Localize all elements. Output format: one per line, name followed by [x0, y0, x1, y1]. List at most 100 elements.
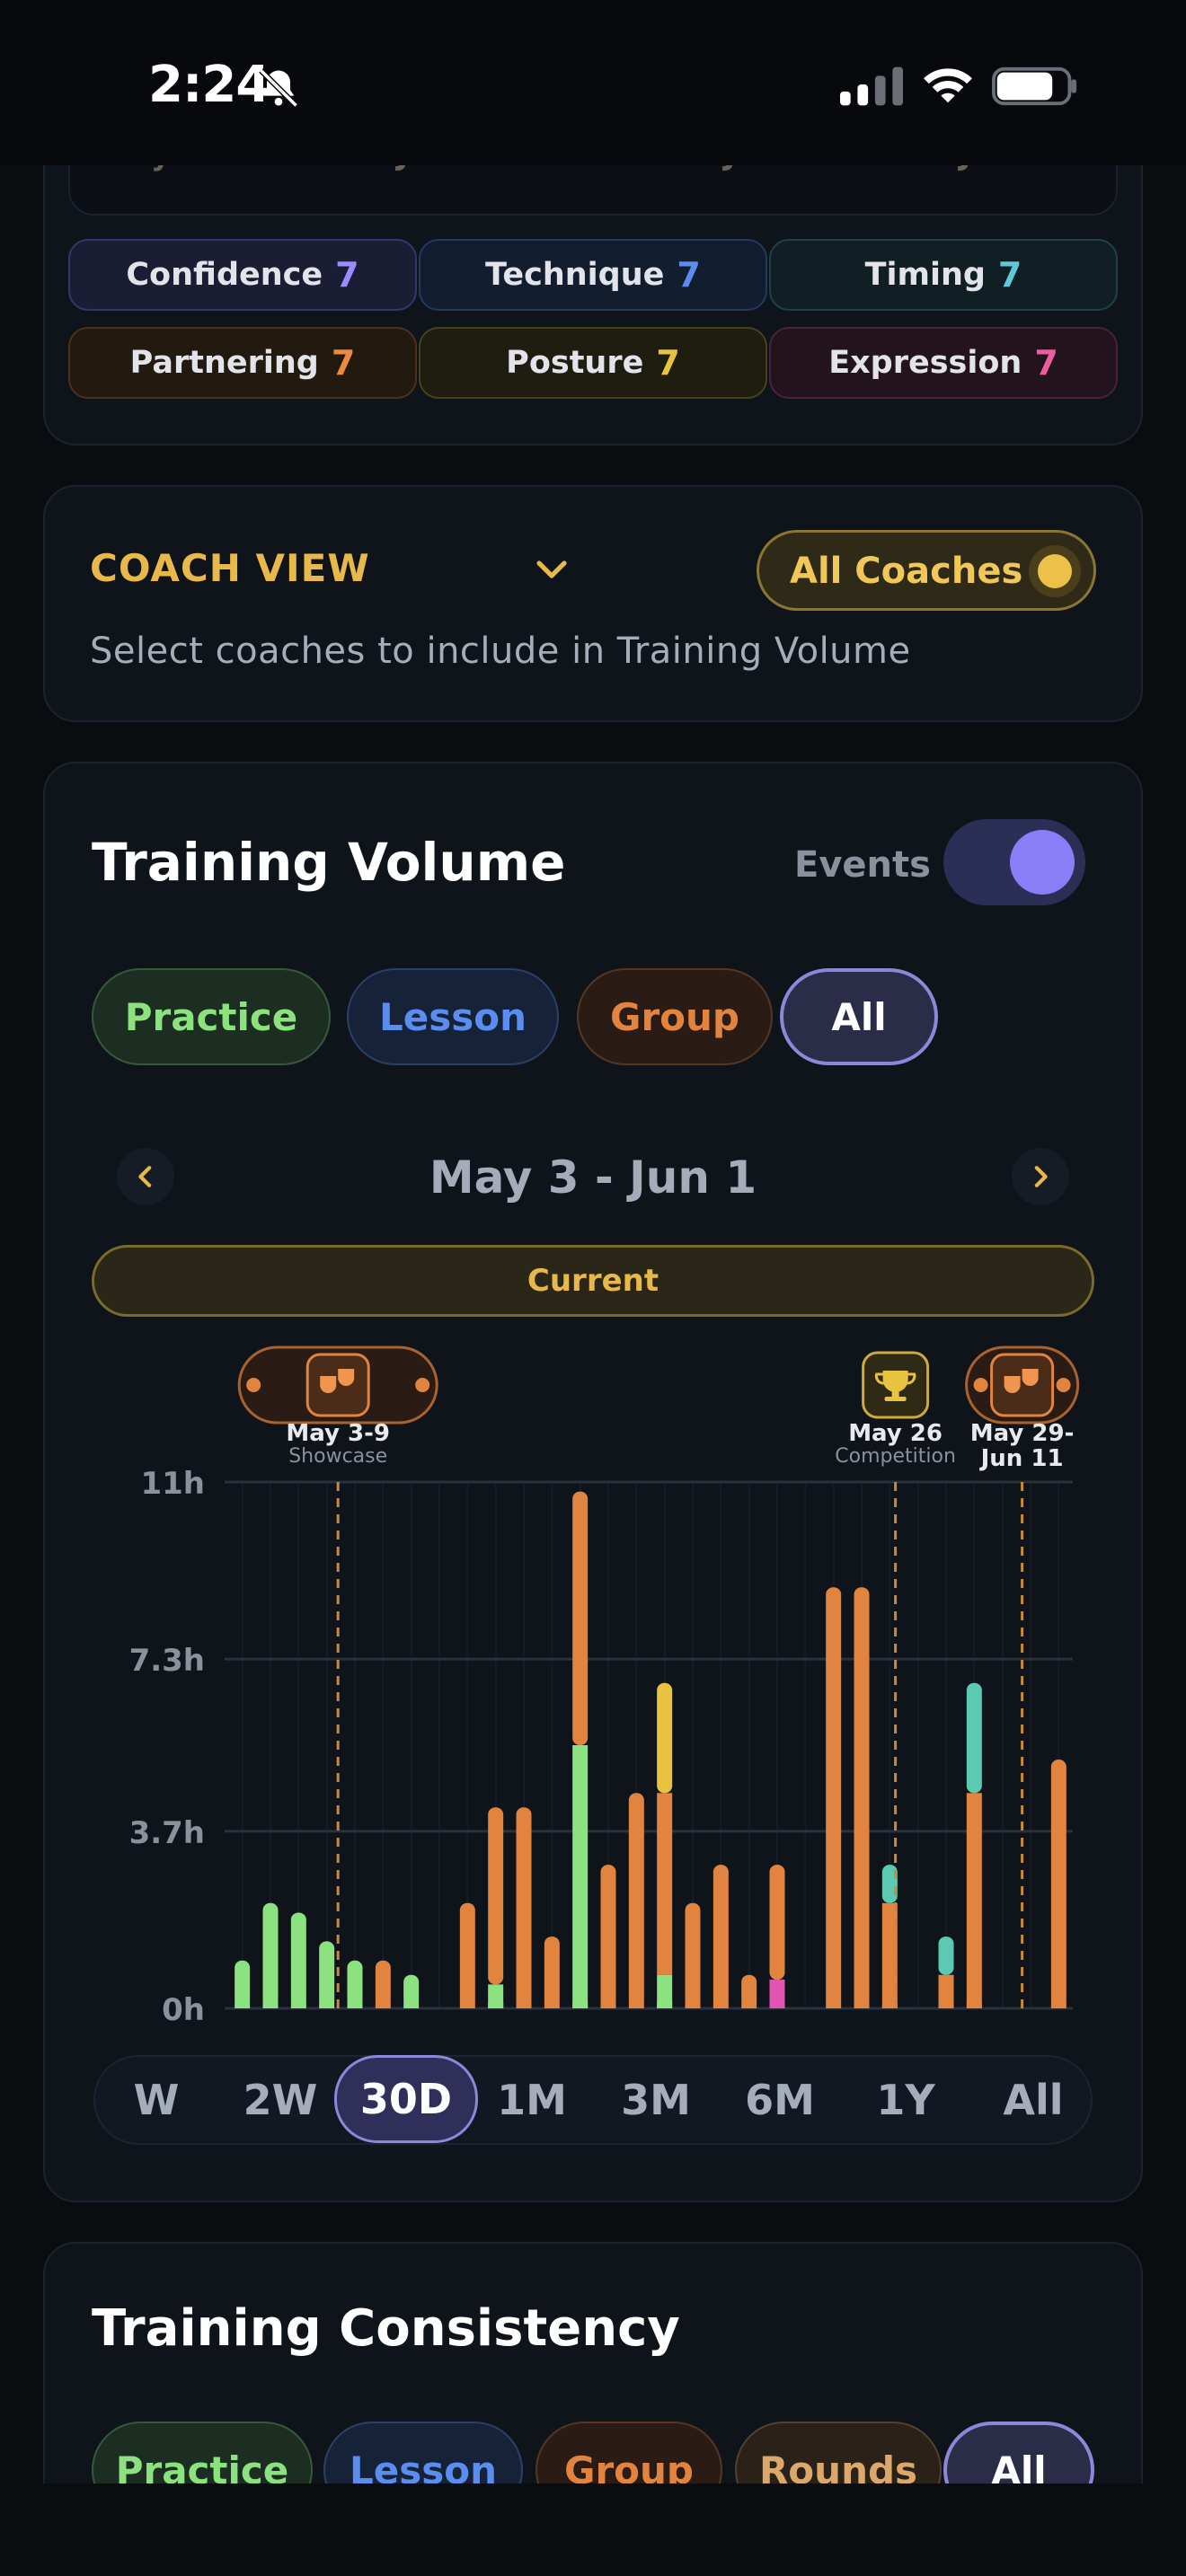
bar-segment-group[interactable]: [769, 1865, 785, 1981]
bar-segment-practice[interactable]: [347, 1960, 363, 2008]
bar-segment-practice[interactable]: [572, 1745, 589, 2008]
score-pill-value: 7: [331, 343, 356, 383]
date-range-label: May 3 - Jun 1: [429, 1151, 757, 1204]
bar-segment-group[interactable]: [826, 1587, 842, 2008]
bar-segment-group[interactable]: [938, 1974, 954, 2008]
all-coaches-toggle[interactable]: All Coaches: [757, 530, 1096, 611]
bar-segment-teal[interactable]: [881, 1865, 898, 1903]
bar-segment-practice[interactable]: [235, 1960, 251, 2008]
bar-segment-group[interactable]: [628, 1793, 644, 2008]
bar-segment-group[interactable]: [572, 1491, 589, 1745]
events-label: Events: [794, 844, 931, 886]
bar-segment-group[interactable]: [657, 1793, 673, 1975]
bar-segment-pink[interactable]: [769, 1980, 785, 2008]
bar-segment-group[interactable]: [516, 1807, 532, 2008]
event-date-label: May 29-: [970, 1420, 1075, 1447]
score-pill: Technique 7: [419, 239, 767, 311]
filter-label: Group: [609, 994, 739, 1039]
bar-segment-practice[interactable]: [319, 1941, 335, 2008]
bar-segment-group[interactable]: [881, 1902, 898, 2008]
bar-base: [741, 2003, 757, 2008]
battery-icon: [992, 66, 1077, 106]
bar-segment-group[interactable]: [854, 1587, 870, 2008]
bar-base: [375, 2003, 391, 2008]
next-range-button[interactable]: [1012, 1148, 1069, 1205]
events-toggle[interactable]: [943, 819, 1085, 905]
range-option-3m[interactable]: 3M: [602, 2057, 710, 2143]
range-option-6m[interactable]: 6M: [726, 2057, 834, 2143]
current-label: Current: [527, 1263, 659, 1299]
y-tick-label: 7.3h: [129, 1643, 205, 1679]
filter-practice[interactable]: Practice: [92, 968, 331, 1065]
bar-segment-group[interactable]: [488, 1807, 504, 1985]
range-option-1y[interactable]: 1Y: [852, 2057, 960, 2143]
filter-group[interactable]: Group: [577, 968, 773, 1065]
event-range-start: [973, 1378, 988, 1392]
filter-lesson[interactable]: Lesson: [347, 968, 559, 1065]
bar-segment-group[interactable]: [600, 1865, 616, 2008]
range-option-all[interactable]: All: [979, 2057, 1087, 2143]
bar-segment-teal[interactable]: [966, 1682, 982, 1794]
bar-segment-group[interactable]: [966, 1793, 982, 2008]
bar-base: [685, 2003, 701, 2008]
bar-base: [403, 2003, 420, 2008]
score-pill-label: Posture: [506, 345, 644, 381]
range-option-label: W: [133, 2076, 180, 2124]
range-option-30d[interactable]: 30D: [334, 2055, 478, 2143]
current-button[interactable]: Current: [92, 1245, 1094, 1317]
bar-segment-practice[interactable]: [657, 1974, 673, 2008]
bar-segment-practice[interactable]: [262, 1902, 279, 2008]
bar-segment-group[interactable]: [685, 1902, 701, 2008]
toggle-knob: [1029, 545, 1081, 597]
bar-segment-teal[interactable]: [938, 1936, 954, 1975]
cellular-signal-icon: [840, 66, 903, 106]
bar-segment-group[interactable]: [375, 1960, 391, 2008]
bar-base: [290, 2003, 306, 2008]
y-tick-label: 3.7h: [129, 1815, 205, 1851]
bar-segment-group[interactable]: [741, 1974, 757, 2008]
range-option-label: 3M: [621, 2076, 691, 2124]
coach-view-description: Select coaches to include in Training Vo…: [90, 631, 911, 672]
chevron-right-icon: [1034, 1166, 1048, 1187]
score-pill-label: Timing: [864, 257, 986, 293]
bar-base: [572, 2003, 589, 2008]
score-pill-label: Confidence: [126, 257, 323, 293]
bar-segment-practice[interactable]: [488, 1984, 504, 2008]
bar-base: [488, 2003, 504, 2008]
event-type-label: Competition: [835, 1445, 956, 1468]
event-range-start: [246, 1378, 261, 1392]
bar-segment-practice[interactable]: [403, 1974, 420, 2008]
range-option-w[interactable]: W: [102, 2057, 210, 2143]
bar-segment-group[interactable]: [544, 1936, 560, 2008]
score-pill-value: 7: [335, 255, 359, 295]
range-option-label: 6M: [745, 2076, 815, 2124]
event-date-label: May 3-9: [286, 1420, 390, 1447]
y-tick-label: 0h: [162, 1992, 205, 2028]
bar-base: [235, 2003, 251, 2008]
bar-base: [347, 2003, 363, 2008]
event-badge: [305, 1353, 370, 1417]
bar-base: [854, 2003, 870, 2008]
score-pill-value: 7: [1034, 343, 1058, 383]
bell-slash-icon: [259, 68, 298, 108]
range-selector: W 2W 30D 1M 3M 6M 1Y All: [93, 2055, 1093, 2145]
wifi-icon: [924, 68, 972, 103]
bar-segment-practice[interactable]: [290, 1912, 306, 2008]
bar-base: [938, 2003, 954, 2008]
chevron-down-icon[interactable]: [534, 555, 570, 586]
range-option-label: 30D: [359, 2075, 453, 2123]
coach-view-title: COACH VIEW: [90, 546, 370, 590]
event-type-label: Showcase: [288, 1445, 387, 1468]
range-option-2w[interactable]: 2W: [226, 2057, 334, 2143]
bar-segment-yellow[interactable]: [657, 1682, 673, 1794]
bar-segment-group[interactable]: [459, 1902, 475, 2008]
bar-segment-group[interactable]: [1050, 1759, 1067, 2008]
previous-range-button[interactable]: [117, 1148, 174, 1205]
training-volume-title: Training Volume: [92, 832, 566, 893]
range-option-1m[interactable]: 1M: [478, 2057, 586, 2143]
filter-all[interactable]: All: [780, 968, 938, 1065]
bar-segment-group[interactable]: [712, 1865, 729, 2008]
filter-label: Lesson: [378, 994, 527, 1039]
bar-base: [826, 2003, 842, 2008]
bar-base: [966, 2003, 982, 2008]
